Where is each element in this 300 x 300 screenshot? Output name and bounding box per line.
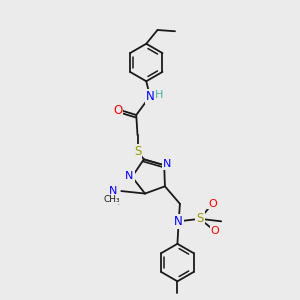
Text: S: S <box>134 145 141 158</box>
Text: O: O <box>113 103 122 116</box>
Text: H: H <box>155 90 164 100</box>
Text: N: N <box>125 171 134 181</box>
Text: N: N <box>174 215 183 228</box>
Text: O: O <box>208 199 217 209</box>
Text: N: N <box>109 186 118 196</box>
Text: O: O <box>211 226 219 236</box>
Text: N: N <box>163 159 171 169</box>
Text: N: N <box>146 90 154 103</box>
Text: CH₃: CH₃ <box>103 195 120 204</box>
Text: S: S <box>196 212 204 225</box>
